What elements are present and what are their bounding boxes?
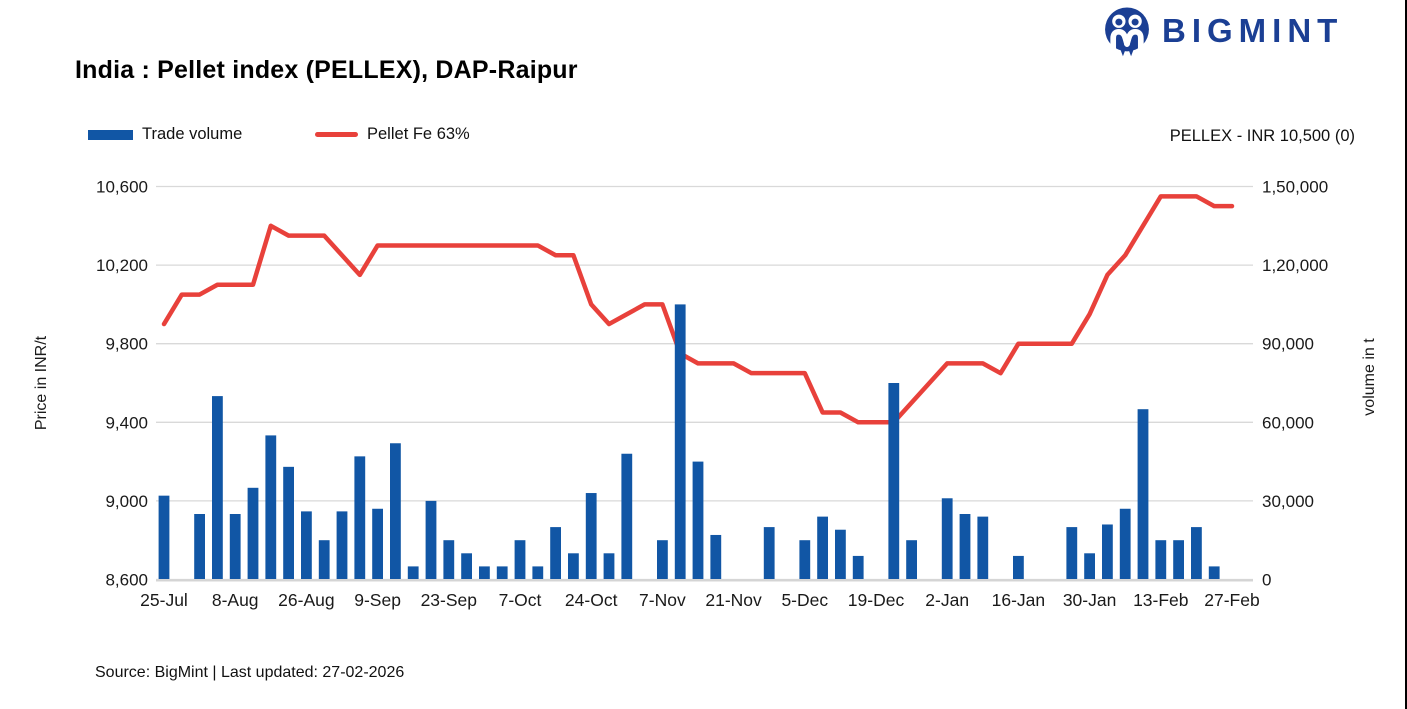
volume-bar[interactable] — [835, 529, 846, 579]
x-tick-label: 16-Jan — [992, 590, 1046, 610]
x-tick-label: 27-Feb — [1204, 590, 1259, 610]
x-tick-label: 21-Nov — [705, 590, 762, 610]
legend-item-pellet-fe63[interactable]: Pellet Fe 63% — [315, 125, 470, 144]
volume-bar[interactable] — [229, 514, 241, 579]
volume-bar[interactable] — [301, 511, 312, 579]
x-tick-label: 25-Jul — [140, 590, 188, 610]
y-left-tick-label: 9,400 — [105, 413, 148, 432]
legend-pellet-fe63-label: Pellet Fe 63% — [367, 125, 470, 143]
volume-bar[interactable] — [888, 383, 900, 579]
legend-trade-volume-label: Trade volume — [142, 125, 243, 143]
page-right-border — [1405, 0, 1407, 709]
x-tick-label: 5-Dec — [781, 590, 828, 610]
x-tick-label: 13-Feb — [1133, 590, 1188, 610]
volume-bar[interactable] — [372, 508, 383, 579]
trade-volume-swatch-icon — [88, 129, 133, 140]
volume-bar[interactable] — [568, 553, 579, 579]
legend-item-trade-volume[interactable]: Trade volume — [88, 125, 242, 144]
volume-bar[interactable] — [318, 540, 330, 579]
volume-bar[interactable] — [1084, 553, 1095, 579]
volume-bar[interactable] — [283, 466, 294, 579]
volume-bar[interactable] — [532, 566, 544, 579]
y-right-tick-label: 30,000 — [1262, 492, 1314, 511]
volume-bar[interactable] — [1119, 508, 1131, 579]
x-tick-label: 30-Jan — [1063, 590, 1117, 610]
volume-bar[interactable] — [496, 566, 508, 579]
volume-bar[interactable] — [1208, 566, 1220, 579]
volume-bar[interactable] — [1191, 527, 1202, 579]
x-tick-label: 7-Oct — [499, 590, 542, 610]
chart-title: India : Pellet index (PELLEX), DAP-Raipu… — [75, 56, 578, 84]
volume-bar[interactable] — [674, 304, 686, 579]
volume-bar[interactable] — [657, 540, 668, 579]
volume-bar[interactable] — [817, 516, 828, 579]
x-tick-label: 19-Dec — [848, 590, 905, 610]
x-tick-label: 2-Jan — [925, 590, 969, 610]
pellex-quote: PELLEX - INR 10,500 (0) — [1169, 127, 1355, 145]
volume-bar[interactable] — [906, 540, 917, 579]
volume-bar[interactable] — [1066, 527, 1078, 579]
volume-bar[interactable] — [1013, 555, 1024, 579]
y-left-tick-label: 10,200 — [96, 256, 148, 275]
price-line-series[interactable] — [161, 194, 1235, 425]
volume-bar[interactable] — [621, 453, 633, 579]
volume-bar[interactable] — [390, 443, 401, 579]
volume-bar[interactable] — [977, 516, 989, 579]
volume-bar[interactable] — [1137, 409, 1149, 579]
y-left-tick-label: 9,800 — [105, 335, 148, 354]
bigmint-logo-icon — [1105, 7, 1149, 57]
bigmint-logo: BIGMINT — [1101, 5, 1343, 57]
y-left-axis-title: Price in INR/t — [33, 335, 50, 430]
volume-bar[interactable] — [247, 487, 259, 579]
y-right-tick-label: 0 — [1262, 571, 1271, 590]
volume-bar[interactable] — [763, 527, 775, 579]
y-left-tick-label: 9,000 — [105, 492, 148, 511]
volume-bar[interactable] — [194, 514, 205, 579]
volume-bar[interactable] — [710, 534, 722, 579]
volume-bar[interactable] — [158, 495, 170, 579]
x-tick-label: 7-Nov — [639, 590, 686, 610]
volume-bar[interactable] — [585, 493, 597, 579]
source-note: Source: BigMint | Last updated: 27-02-20… — [95, 664, 405, 681]
x-tick-label: 8-Aug — [212, 590, 259, 610]
y-right-tick-label: 1,20,000 — [1262, 256, 1328, 275]
volume-bar[interactable] — [1155, 540, 1167, 579]
x-tick-label: 9-Sep — [354, 590, 401, 610]
volume-bar[interactable] — [1102, 524, 1113, 579]
volume-bar[interactable] — [336, 511, 348, 579]
y-left-tick-label: 10,600 — [96, 178, 148, 197]
x-tick-label: 26-Aug — [278, 590, 334, 610]
volume-bar[interactable] — [603, 553, 615, 579]
volume-bar[interactable] — [479, 566, 490, 579]
x-tick-label: 24-Oct — [565, 590, 618, 610]
volume-bar[interactable] — [461, 553, 472, 579]
bigmint-logo-text: BIGMINT — [1162, 12, 1344, 49]
y-right-tick-label: 1,50,000 — [1262, 178, 1328, 197]
x-tick-label: 23-Sep — [421, 590, 477, 610]
volume-bar[interactable] — [1173, 540, 1184, 579]
volume-bar[interactable] — [941, 498, 953, 579]
y-right-tick-label: 60,000 — [1262, 413, 1314, 432]
volume-bar[interactable] — [407, 566, 419, 579]
volume-bar[interactable] — [212, 396, 223, 579]
volume-bar[interactable] — [425, 500, 437, 579]
volume-bar[interactable] — [443, 540, 455, 579]
volume-bar[interactable] — [550, 527, 561, 579]
volume-bar[interactable] — [852, 555, 864, 579]
y-right-tick-label: 90,000 — [1262, 335, 1314, 354]
volume-bar[interactable] — [959, 514, 971, 579]
y-left-tick-label: 8,600 — [105, 571, 148, 590]
y-right-axis-title: volume in t — [1361, 338, 1378, 416]
pellet-fe63-swatch-icon — [315, 132, 358, 137]
volume-bar[interactable] — [514, 540, 526, 579]
volume-bar[interactable] — [354, 456, 366, 579]
volume-bar[interactable] — [799, 540, 811, 579]
volume-bar[interactable] — [692, 461, 704, 579]
volume-bar[interactable] — [265, 435, 277, 579]
